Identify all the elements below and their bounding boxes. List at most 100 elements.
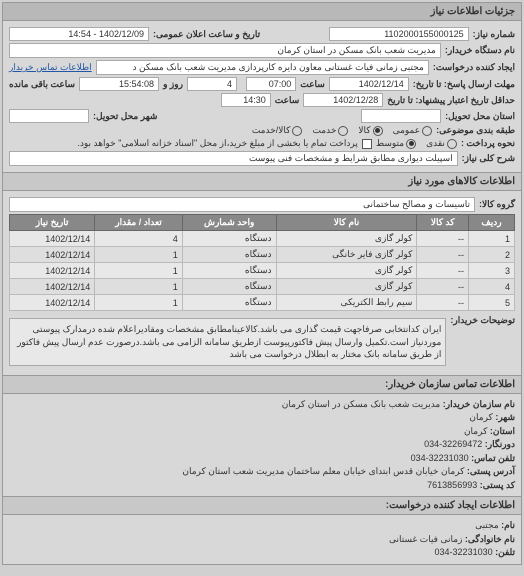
send-time: 07:00 (246, 77, 296, 91)
radio-icon (373, 126, 383, 136)
creator-section-title: اطلاعات ایجاد کننده درخواست: (3, 496, 521, 515)
creator-phone-label: تلفن: (495, 547, 515, 557)
table-cell: 1 (95, 295, 183, 311)
creator-name-label: نام: (501, 520, 515, 530)
radio-label: کالا/خدمت (252, 125, 291, 136)
requester-value: مجتبی زمانی فیات غستانی معاون دایره کارپ… (96, 60, 429, 75)
table-cell: -- (417, 263, 469, 279)
creator-block: نام: مجتبی نام خانوادگی: زمانی فیات غستا… (3, 515, 521, 564)
radio-label: نقدی (426, 138, 445, 149)
req-number-value: 1102000155000125 (329, 27, 469, 41)
goods-group-value: تاسیسات و مصالح ساختمانی (9, 197, 475, 212)
province-label: استان محل تحویل: (445, 111, 515, 122)
contact-fax: 32269472-034 (424, 439, 482, 449)
radio-icon (292, 126, 302, 136)
table-cell: 5 (468, 295, 514, 311)
budget-radio-3[interactable]: کالا/خدمت (252, 125, 303, 136)
table-cell: کولر گازی (276, 279, 417, 295)
table-cell: -- (417, 295, 469, 311)
requester-label: ایجاد کننده درخواست: (433, 62, 515, 73)
contact-block: نام سازمان خریدار: مدیریت شعب بانک مسکن … (3, 394, 521, 497)
table-cell: -- (417, 279, 469, 295)
table-cell: 1402/12/14 (10, 231, 95, 247)
table-cell: 3 (468, 263, 514, 279)
remaining-days: 4 (187, 77, 237, 91)
valid-date: 1402/12/28 (303, 93, 383, 107)
buyer-org-label: نام دستگاه خریدار: (445, 45, 515, 56)
contact-province-label: استان: (490, 426, 515, 436)
panel-body: شماره نیاز: 1102000155000125 تاریخ و ساع… (3, 21, 521, 172)
contact-address-label: آدرس پستی: (467, 466, 515, 476)
table-row[interactable]: 4--کولر گازیدستگاه11402/12/14 (10, 279, 515, 295)
valid-time: 14:30 (221, 93, 271, 107)
creator-family-label: نام خانوادگی: (465, 534, 515, 544)
table-cell: دستگاه (182, 263, 276, 279)
row-buyer-org: نام دستگاه خریدار: مدیریت شعب بانک مسکن … (9, 43, 515, 58)
province-value (361, 109, 441, 123)
radio-label: خدمت (312, 125, 336, 136)
table-cell: 1402/12/14 (10, 295, 95, 311)
radio-label: متوسط (376, 138, 404, 149)
note-label: توضیحات خریدار: (450, 315, 515, 326)
table-header-cell: کد کالا (417, 215, 469, 231)
creator-phone: 32231030-034 (435, 547, 493, 557)
radio-icon (447, 139, 457, 149)
send-date: 1402/12/14 (329, 77, 409, 91)
budget-radio-2[interactable]: خدمت (312, 125, 348, 136)
payment-radio-0[interactable]: نقدی (426, 138, 457, 149)
table-cell: دستگاه (182, 231, 276, 247)
table-row[interactable]: 3--کولر گازیدستگاه11402/12/14 (10, 263, 515, 279)
remaining-time: 15:54:08 (79, 77, 159, 91)
pub-datetime-label: تاریخ و ساعت اعلان عمومی: (153, 29, 260, 40)
desc-label: شرح کلی نیاز: (462, 153, 515, 164)
contact-phone-label: تلفن تماس: (471, 453, 515, 463)
creator-name: مجتبی (475, 520, 499, 530)
remaining-days-label: روز و (163, 79, 183, 90)
goods-table: ردیفکد کالانام کالاواحد شمارشتعداد / مقد… (9, 214, 515, 311)
valid-time-label: ساعت (275, 95, 300, 106)
table-cell: -- (417, 231, 469, 247)
row-req-number: شماره نیاز: 1102000155000125 تاریخ و ساع… (9, 27, 515, 41)
table-cell: 4 (468, 279, 514, 295)
row-desc: شرح کلی نیاز: اسپیلت دیواری مطابق شرایط … (9, 151, 515, 166)
desc-value: اسپیلت دیواری مطابق شرایط و مشخصات فنی پ… (9, 151, 458, 166)
table-header-cell: تعداد / مقدار (95, 215, 183, 231)
budget-label: طبقه بندی موضوعی: (436, 125, 515, 136)
table-cell: کولر گازی فایر خانگی (276, 247, 417, 263)
table-row[interactable]: 2--کولر گازی فایر خانگیدستگاه11402/12/14 (10, 247, 515, 263)
row-deadline-send: مهلت ارسال پاسخ: تا تاریخ: 1402/12/14 سا… (9, 77, 515, 91)
row-note: توضیحات خریدار: ایران کدانتخابی صرفاجهت … (9, 315, 515, 369)
table-header-row: ردیفکد کالانام کالاواحد شمارشتعداد / مقد… (10, 215, 515, 231)
creator-family: زمانی فیات غستانی (389, 534, 462, 544)
table-cell: 1 (95, 279, 183, 295)
contact-city-label: شهر: (495, 412, 515, 422)
contact-org-label: نام سازمان خریدار: (443, 399, 515, 409)
table-header-cell: نام کالا (276, 215, 417, 231)
table-row[interactable]: 1--کولر گازیدستگاه41402/12/14 (10, 231, 515, 247)
contact-address: کرمان خیابان قدس ابتدای خیابان معلم ساخت… (182, 466, 464, 476)
table-cell: 1 (95, 247, 183, 263)
contact-postal-label: کد پستی: (480, 480, 515, 490)
send-time-label: ساعت (300, 79, 325, 90)
buyer-contact-link[interactable]: اطلاعات تماس خریدار (9, 62, 92, 73)
payment-radio-group: نقدی متوسط (376, 138, 457, 149)
contact-org: مدیریت شعب بانک مسکن در استان کرمان (282, 399, 440, 409)
radio-icon (406, 139, 416, 149)
table-row[interactable]: 5--سیم رابط الکتریکیدستگاه11402/12/14 (10, 295, 515, 311)
goods-group-label: گروه کالا: (479, 199, 515, 210)
city-label: شهر محل تحویل: (93, 111, 157, 122)
contact-province: کرمان (464, 426, 487, 436)
table-header-cell: واحد شمارش (182, 215, 276, 231)
row-requester: ایجاد کننده درخواست: مجتبی زمانی فیات غس… (9, 60, 515, 75)
radio-icon (338, 126, 348, 136)
radio-label: عمومی (393, 125, 421, 136)
table-cell: 2 (468, 247, 514, 263)
budget-radio-1[interactable]: کالا (358, 125, 382, 136)
radio-label: کالا (358, 125, 370, 136)
contact-city: کرمان (469, 412, 492, 422)
credit-checkbox[interactable] (362, 139, 372, 149)
table-cell: -- (417, 247, 469, 263)
payment-radio-1[interactable]: متوسط (376, 138, 416, 149)
table-cell: 1 (468, 231, 514, 247)
budget-radio-0[interactable]: عمومی (393, 125, 433, 136)
